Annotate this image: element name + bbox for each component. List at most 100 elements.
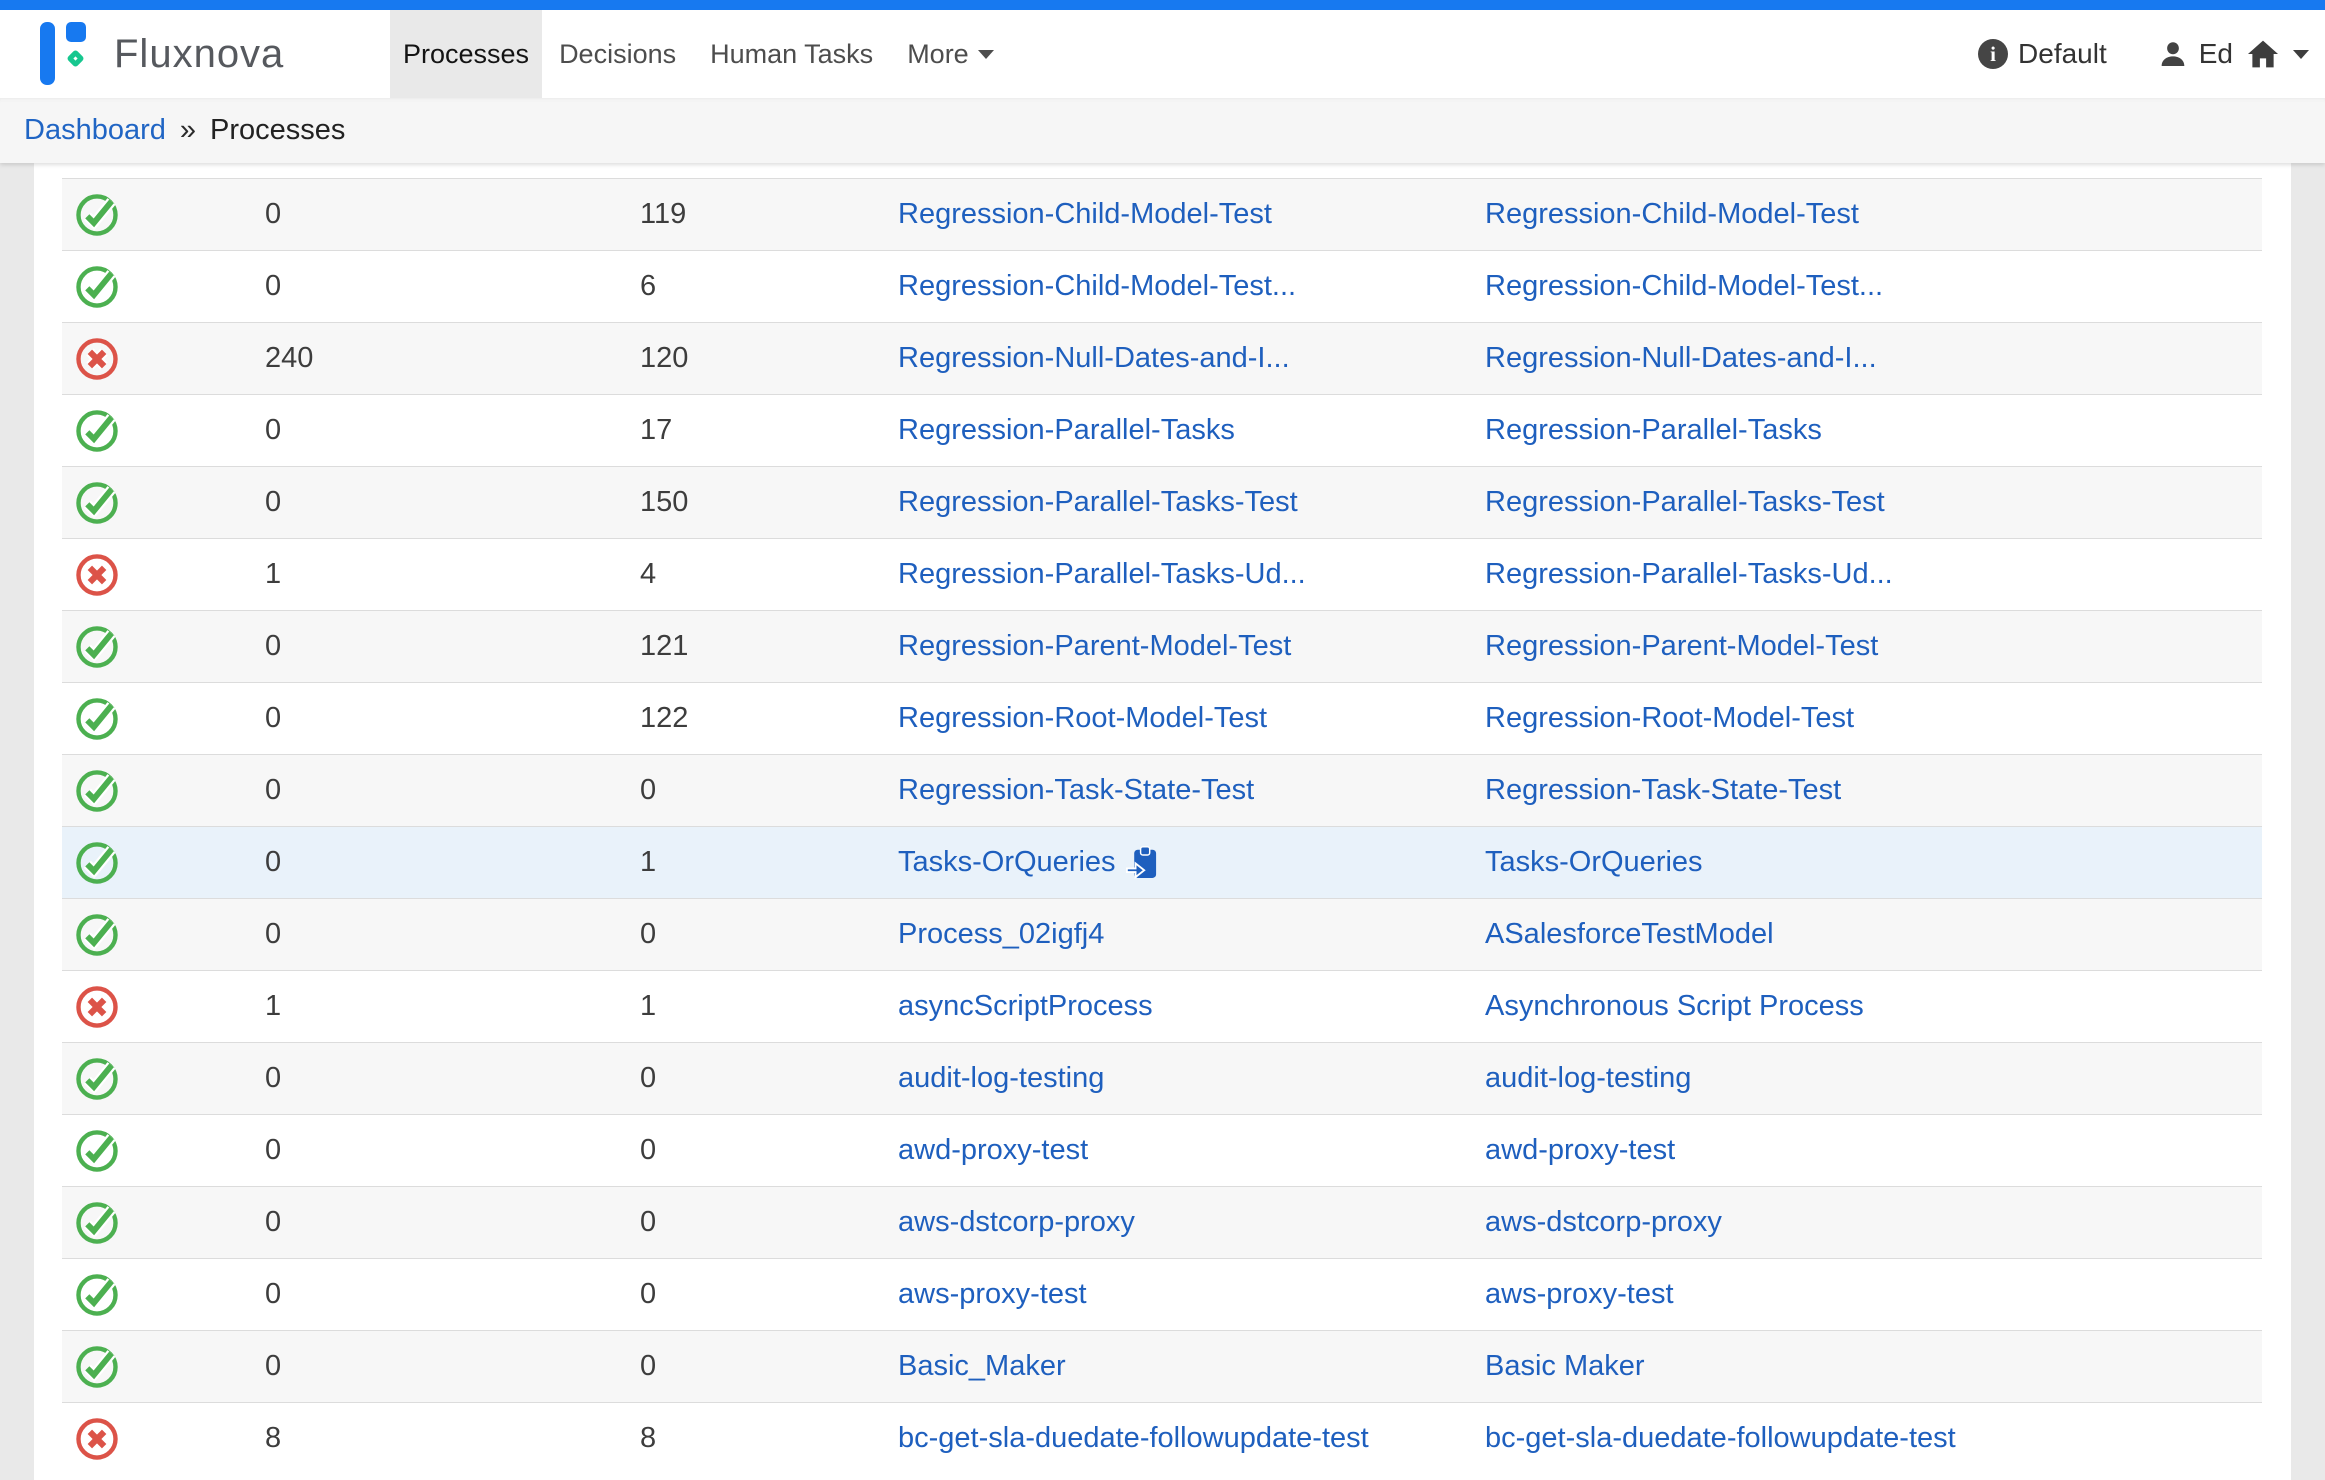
incidents-count: 0 [265,630,282,662]
process-name-link[interactable]: aws-dstcorp-proxy [1485,1206,1722,1238]
process-key-link[interactable]: aws-proxy-test [898,1278,1087,1310]
process-name-link[interactable]: Regression-Null-Dates-and-I... [1485,342,1877,374]
app-header: Fluxnova Processes Decisions Human Tasks… [0,10,2325,98]
status-cell [62,539,265,610]
brand-logo[interactable]: Fluxnova [0,10,390,98]
main-area: 0 119 Regression-Child-Model-Test Regressio… [0,163,2325,1480]
table-row: 0 0 Regression-Task-State-Test Regression-T… [62,754,2262,826]
nav-tab-processes[interactable]: Processes [390,10,543,98]
incidents-count: 0 [265,1206,282,1238]
table-row: 0 17 Regression-Parallel-Tasks Regression-P… [62,394,2262,466]
process-key-link[interactable]: Regression-Child-Model-Test... [898,270,1297,302]
incidents-count: 0 [265,702,282,734]
table-row: 240 120 Regression-Null-Dates-and-I... Regr… [62,322,2262,394]
status-cell [62,1043,265,1114]
table-row: 0 0 aws-dstcorp-proxy aws-dstcorp-proxy [62,1186,2262,1258]
user-label: Ed [2198,38,2233,69]
process-key-link[interactable]: Regression-Null-Dates-and-I... [898,342,1290,374]
process-name-link[interactable]: audit-log-testing [1485,1062,1692,1094]
status-error-icon [75,985,119,1029]
process-name-link[interactable]: Regression-Task-State-Test [1485,774,1842,806]
status-cell [62,1259,265,1330]
process-name-link[interactable]: Regression-Parallel-Tasks-Test [1485,486,1885,518]
process-name-link[interactable]: ASalesforceTestModel [1485,918,1774,950]
process-name-link[interactable]: Basic Maker [1485,1350,1645,1382]
instances-count: 0 [640,1062,657,1094]
process-key-link[interactable]: Regression-Parallel-Tasks-Ud... [898,558,1306,590]
chevron-down-icon [2293,49,2309,59]
process-name-link[interactable]: Tasks-OrQueries [1485,846,1703,878]
incidents-count: 0 [265,846,282,878]
status-cell [62,611,265,682]
status-success-icon [75,1201,119,1245]
instances-count: 0 [640,1278,657,1310]
status-cell [62,971,265,1042]
instances-count: 6 [640,270,657,302]
incidents-count: 0 [265,1350,282,1382]
table-row: 8 8 bc-get-sla-duedate-followupdate-test bc… [62,1402,2262,1474]
incidents-count: 0 [265,1062,282,1094]
status-cell [62,899,265,970]
process-key-link[interactable]: Tasks-OrQueries [898,846,1116,878]
migrate-clipboard-icon [1125,846,1156,879]
process-name-link[interactable]: aws-proxy-test [1485,1278,1674,1310]
home-icon [2247,40,2279,68]
user-menu[interactable]: Ed [2157,38,2233,70]
process-key-link[interactable]: Regression-Parallel-Tasks-Test [898,486,1298,518]
user-icon [2161,42,2185,66]
status-error-icon [75,1417,119,1461]
status-cell [62,1331,265,1402]
tenant-label: Default [2018,38,2107,69]
tenant-selector[interactable]: i Default [1978,38,2107,70]
nav-tab-more[interactable]: More [894,10,1007,98]
process-name-link[interactable]: Regression-Parallel-Tasks-Ud... [1485,558,1893,590]
process-key-link[interactable]: Process_02igfj4 [898,918,1105,950]
status-cell [62,395,265,466]
process-key-link[interactable]: Regression-Parent-Model-Test [898,630,1292,662]
process-key-link[interactable]: audit-log-testing [898,1062,1105,1094]
process-key-link[interactable]: Regression-Parallel-Tasks [898,414,1235,446]
home-menu[interactable] [2245,37,2309,71]
content-card: 0 119 Regression-Child-Model-Test Regressio… [34,163,2291,1480]
status-cell [62,179,265,250]
process-key-link[interactable]: Regression-Root-Model-Test [898,702,1268,734]
incidents-count: 0 [265,198,282,230]
process-name-link[interactable]: Regression-Parent-Model-Test [1485,630,1879,662]
fluxnova-logo-icon [40,22,98,86]
table-row: 0 0 awd-proxy-test awd-proxy-test [62,1114,2262,1186]
process-name-link[interactable]: Asynchronous Script Process [1485,990,1864,1022]
breadcrumb: Dashboard » Processes [0,98,2325,163]
breadcrumb-current: Processes [210,114,346,146]
table-row: 0 0 Basic_Maker Basic Maker [62,1330,2262,1402]
instances-count: 1 [640,990,657,1022]
process-name-link[interactable]: Regression-Parallel-Tasks [1485,414,1822,446]
nav-tab-human-tasks[interactable]: Human Tasks [710,38,874,69]
process-key-link[interactable]: aws-dstcorp-proxy [898,1206,1135,1238]
status-success-icon [75,697,119,741]
breadcrumb-dashboard-link[interactable]: Dashboard [24,114,166,146]
table-row: 0 121 Regression-Parent-Model-Test Regressi… [62,610,2262,682]
status-cell [62,827,265,898]
incidents-count: 240 [265,342,314,374]
status-error-icon [75,553,119,597]
status-success-icon [75,481,119,525]
process-key-link[interactable]: Regression-Task-State-Test [898,774,1255,806]
process-name-link[interactable]: bc-get-sla-duedate-followupdate-test [1485,1422,1956,1454]
status-error-icon [75,337,119,381]
instances-count: 121 [640,630,689,662]
process-key-link[interactable]: asyncScriptProcess [898,990,1153,1022]
instances-count: 1 [640,846,657,878]
header-right: i Default Ed [1978,10,2325,98]
process-key-link[interactable]: Regression-Child-Model-Test [898,198,1272,230]
process-key-link[interactable]: bc-get-sla-duedate-followupdate-test [898,1422,1369,1454]
process-name-link[interactable]: Regression-Root-Model-Test [1485,702,1855,734]
process-name-link[interactable]: awd-proxy-test [1485,1134,1676,1166]
process-key-link[interactable]: awd-proxy-test [898,1134,1089,1166]
nav-tab-decisions[interactable]: Decisions [559,38,677,69]
table-row: 0 0 Process_02igfj4 ASalesforceTestModel [62,898,2262,970]
table-row: 0 0 aws-proxy-test aws-proxy-test [62,1258,2262,1330]
process-name-link[interactable]: Regression-Child-Model-Test [1485,198,1859,230]
table-row: 0 1 Tasks-OrQueries Tasks-OrQueries [62,826,2262,898]
process-name-link[interactable]: Regression-Child-Model-Test... [1485,270,1884,302]
process-key-link[interactable]: Basic_Maker [898,1350,1066,1382]
